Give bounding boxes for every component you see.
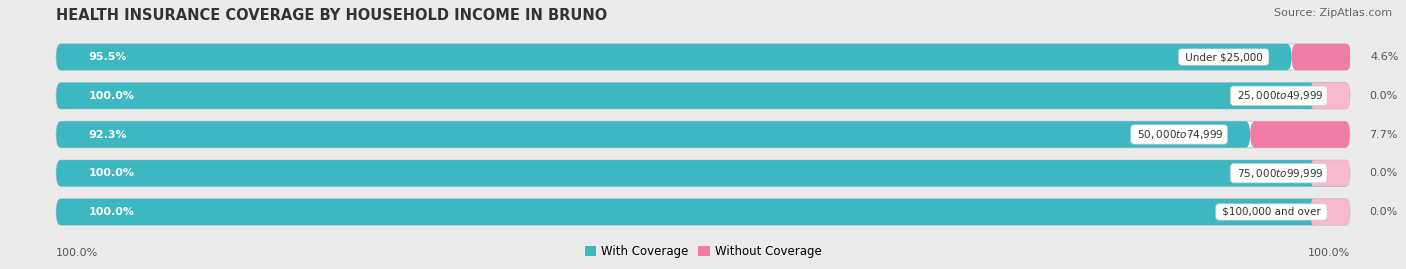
Text: $50,000 to $74,999: $50,000 to $74,999 [1135,128,1225,141]
FancyBboxPatch shape [56,199,1350,225]
FancyBboxPatch shape [1292,44,1351,70]
Text: 7.7%: 7.7% [1369,129,1398,140]
FancyBboxPatch shape [1310,160,1350,186]
Text: Source: ZipAtlas.com: Source: ZipAtlas.com [1274,8,1392,18]
Text: 0.0%: 0.0% [1369,168,1398,178]
Text: $25,000 to $49,999: $25,000 to $49,999 [1233,89,1324,102]
Text: 100.0%: 100.0% [89,91,135,101]
Text: $100,000 and over: $100,000 and over [1219,207,1324,217]
Text: 100.0%: 100.0% [89,168,135,178]
FancyBboxPatch shape [56,44,1350,70]
FancyBboxPatch shape [56,160,1350,186]
FancyBboxPatch shape [56,44,1292,70]
FancyBboxPatch shape [56,83,1350,109]
Text: 100.0%: 100.0% [89,207,135,217]
FancyBboxPatch shape [56,83,1350,109]
FancyBboxPatch shape [1250,121,1350,148]
Text: 100.0%: 100.0% [56,248,98,258]
Text: 92.3%: 92.3% [89,129,127,140]
Text: 4.6%: 4.6% [1371,52,1399,62]
Text: 95.5%: 95.5% [89,52,127,62]
FancyBboxPatch shape [1310,83,1350,109]
FancyBboxPatch shape [56,199,1350,225]
Text: 0.0%: 0.0% [1369,207,1398,217]
FancyBboxPatch shape [56,121,1350,148]
Text: 100.0%: 100.0% [1308,248,1350,258]
Text: 0.0%: 0.0% [1369,91,1398,101]
Legend: With Coverage, Without Coverage: With Coverage, Without Coverage [579,241,827,263]
FancyBboxPatch shape [56,160,1350,186]
FancyBboxPatch shape [56,121,1250,148]
Text: Under $25,000: Under $25,000 [1181,52,1265,62]
Text: $75,000 to $99,999: $75,000 to $99,999 [1233,167,1324,180]
FancyBboxPatch shape [1310,199,1350,225]
Text: HEALTH INSURANCE COVERAGE BY HOUSEHOLD INCOME IN BRUNO: HEALTH INSURANCE COVERAGE BY HOUSEHOLD I… [56,8,607,23]
